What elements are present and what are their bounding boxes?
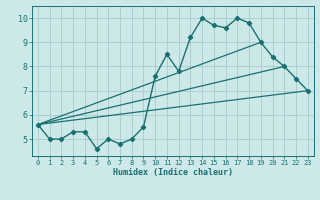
X-axis label: Humidex (Indice chaleur): Humidex (Indice chaleur) xyxy=(113,168,233,177)
